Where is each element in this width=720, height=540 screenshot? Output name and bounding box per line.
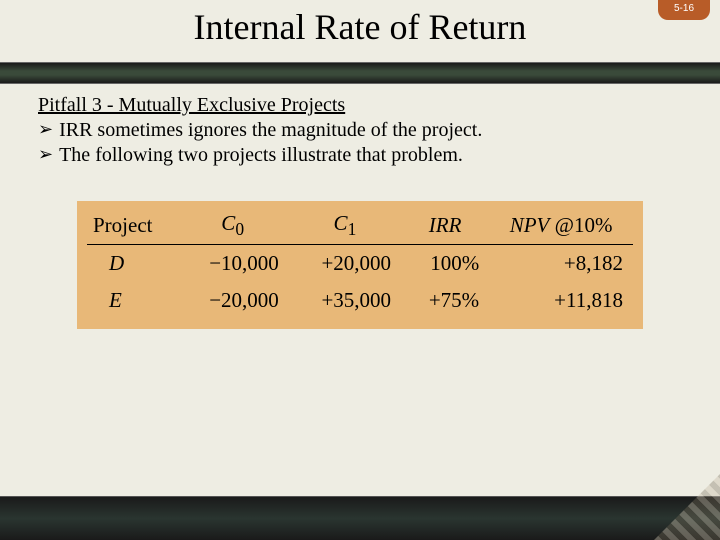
cell-c0: −10,000 [177, 245, 289, 283]
data-table-container: Project C0 C1 IRR NPV @10% D −10,000 +20… [77, 201, 643, 329]
slide-header: Internal Rate of Return 5-16 [0, 0, 720, 62]
cell-project: E [87, 282, 177, 319]
bullet-arrow-icon: ➢ [38, 144, 53, 165]
slide-body: Pitfall 3 - Mutually Exclusive Projects … [0, 84, 720, 329]
table-row: D −10,000 +20,000 100% +8,182 [87, 245, 633, 283]
cell-irr: +75% [401, 282, 489, 319]
bullet-item: ➢ The following two projects illustrate … [38, 144, 682, 167]
bullet-text: The following two projects illustrate th… [59, 144, 463, 167]
col-irr: IRR [401, 207, 489, 245]
cell-c1: +35,000 [289, 282, 401, 319]
subtitle: Pitfall 3 - Mutually Exclusive Projects [38, 94, 682, 117]
cell-npv: +8,182 [489, 245, 633, 283]
table-header-row: Project C0 C1 IRR NPV @10% [87, 207, 633, 245]
slide-title: Internal Rate of Return [0, 0, 720, 48]
cell-irr: 100% [401, 245, 489, 283]
col-c1: C1 [289, 207, 401, 245]
cell-c1: +20,000 [289, 245, 401, 283]
footer-bar [0, 496, 720, 540]
project-table: Project C0 C1 IRR NPV @10% D −10,000 +20… [87, 207, 633, 319]
bullet-text: IRR sometimes ignores the magnitude of t… [59, 119, 482, 142]
page-number-tab: 5-16 [658, 0, 710, 20]
bullet-item: ➢ IRR sometimes ignores the magnitude of… [38, 119, 682, 142]
table-row: E −20,000 +35,000 +75% +11,818 [87, 282, 633, 319]
cell-npv: +11,818 [489, 282, 633, 319]
col-npv: NPV @10% [489, 207, 633, 245]
cell-c0: −20,000 [177, 282, 289, 319]
col-c0: C0 [177, 207, 289, 245]
header-divider [0, 62, 720, 84]
col-project: Project [87, 207, 177, 245]
bullet-arrow-icon: ➢ [38, 119, 53, 140]
cell-project: D [87, 245, 177, 283]
